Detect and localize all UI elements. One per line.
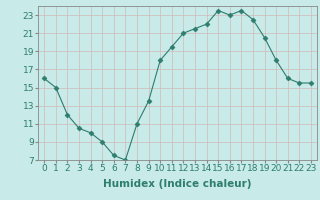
X-axis label: Humidex (Indice chaleur): Humidex (Indice chaleur) (103, 179, 252, 189)
